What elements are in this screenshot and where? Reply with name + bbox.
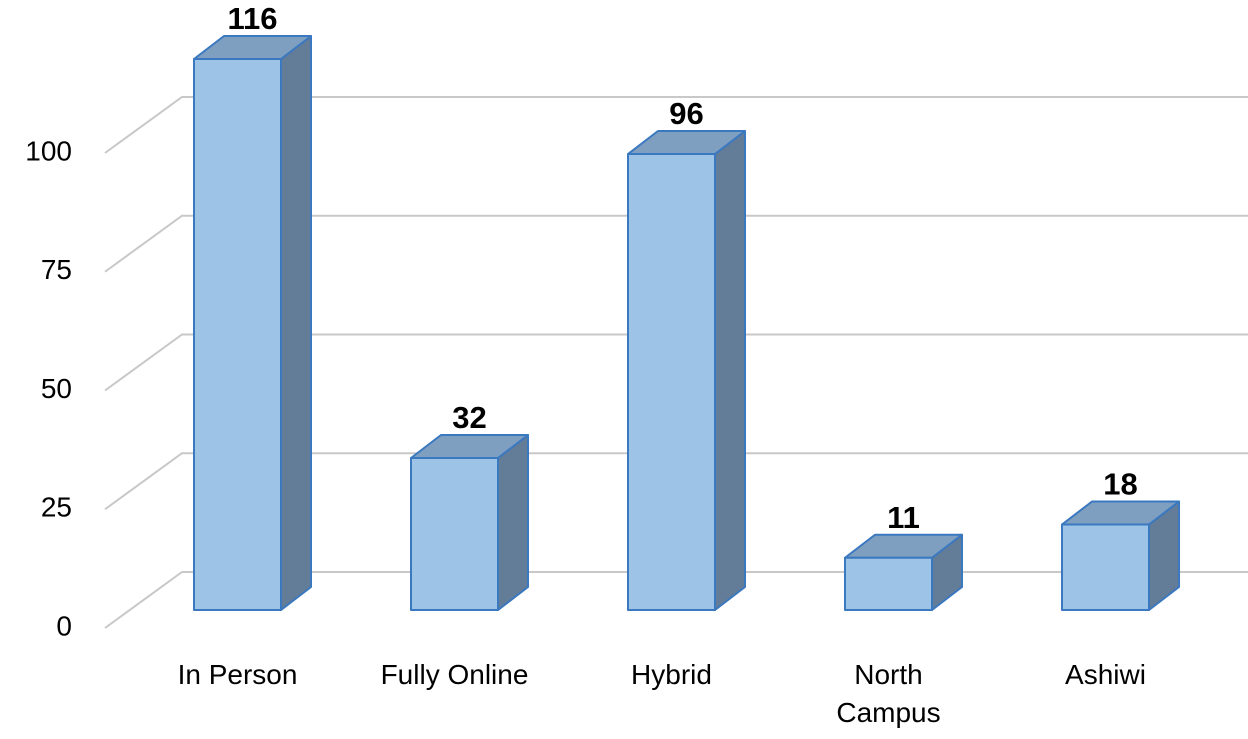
bar-face [410, 457, 499, 611]
bar-face [193, 58, 282, 611]
bar [410, 434, 529, 611]
value-label: 18 [1103, 467, 1137, 502]
grid-line [104, 96, 1248, 154]
y-tick-label: 25 [41, 492, 72, 523]
y-tick-label: 100 [25, 135, 72, 166]
bar [193, 35, 312, 611]
y-tick-label: 75 [41, 254, 72, 285]
x-tick-label: North Campus [836, 659, 941, 728]
value-label: 11 [887, 500, 920, 535]
y-tick-label: 0 [56, 610, 72, 641]
bar [627, 130, 746, 611]
x-tick-label: Fully Online [380, 659, 529, 690]
x-tick-label: Ashiwi [1065, 659, 1146, 690]
bar-face [280, 35, 312, 611]
bar [1061, 500, 1180, 611]
bar-face [714, 130, 746, 611]
value-label: 32 [452, 400, 486, 435]
bar-face [497, 434, 529, 611]
grid-line [104, 214, 1248, 273]
x-tick-label: In Person [177, 659, 298, 690]
grid-line [104, 333, 1248, 392]
grid-line [104, 452, 1248, 511]
bar-face [627, 153, 716, 611]
y-tick-label: 50 [41, 373, 72, 404]
x-tick-label: Hybrid [631, 659, 712, 690]
bar [844, 533, 963, 611]
value-label: 116 [227, 1, 277, 36]
value-label: 96 [669, 96, 703, 131]
bar-face [1061, 523, 1150, 611]
bar-face [844, 556, 933, 611]
